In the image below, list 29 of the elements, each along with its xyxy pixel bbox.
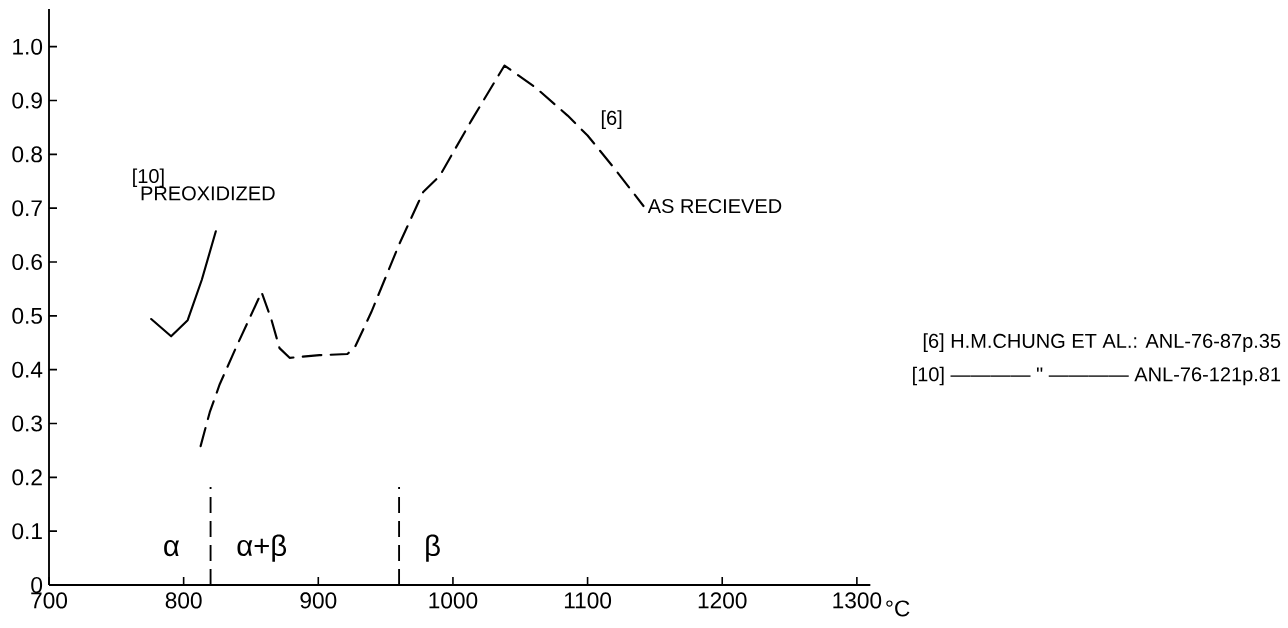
text: [10] ———— " ———— ANL-76-121p.81 xyxy=(913,366,1281,386)
series-label: AS RECIEVED xyxy=(647,198,782,214)
x-tick-label: 800 xyxy=(165,592,202,609)
y-tick-label: 1.0 xyxy=(13,38,43,55)
text: [6] H.M.CHUNG ET AL.: ANL-76-87p.35 xyxy=(923,333,1281,352)
annotation: [6] xyxy=(601,110,622,129)
annotation: β xyxy=(426,534,440,562)
series-label: PREOXIDIZED xyxy=(141,186,275,201)
x-tick-label: 1200 xyxy=(698,592,747,609)
y-tick-label: 0.9 xyxy=(12,92,42,109)
x-tick-label: 900 xyxy=(300,592,337,609)
line-series xyxy=(150,230,217,338)
y-tick-label: 0.8 xyxy=(12,146,42,163)
x-tick-label: 1100 xyxy=(564,592,612,609)
x-tick-label: 700 xyxy=(31,592,68,609)
y-tick-label: 0.7 xyxy=(12,200,42,217)
x-axis-title: °C xyxy=(886,600,910,617)
y-tick-label: 0.2 xyxy=(12,469,42,486)
y-tick-label: 0.6 xyxy=(12,253,42,271)
annotation: [10] xyxy=(133,168,164,188)
y-tick-label: 0 xyxy=(31,576,43,594)
y-tick-label: 0.5 xyxy=(12,307,42,324)
y-tick-label: 0.3 xyxy=(12,415,42,432)
annotation: α xyxy=(164,540,180,557)
y-tick-label: 0.1 xyxy=(12,523,42,540)
x-tick-label: 1000 xyxy=(429,592,478,609)
x-tick-label: 1300 xyxy=(833,592,882,609)
annotation: α+β xyxy=(237,534,287,562)
y-tick-label: 0.4 xyxy=(12,361,43,378)
